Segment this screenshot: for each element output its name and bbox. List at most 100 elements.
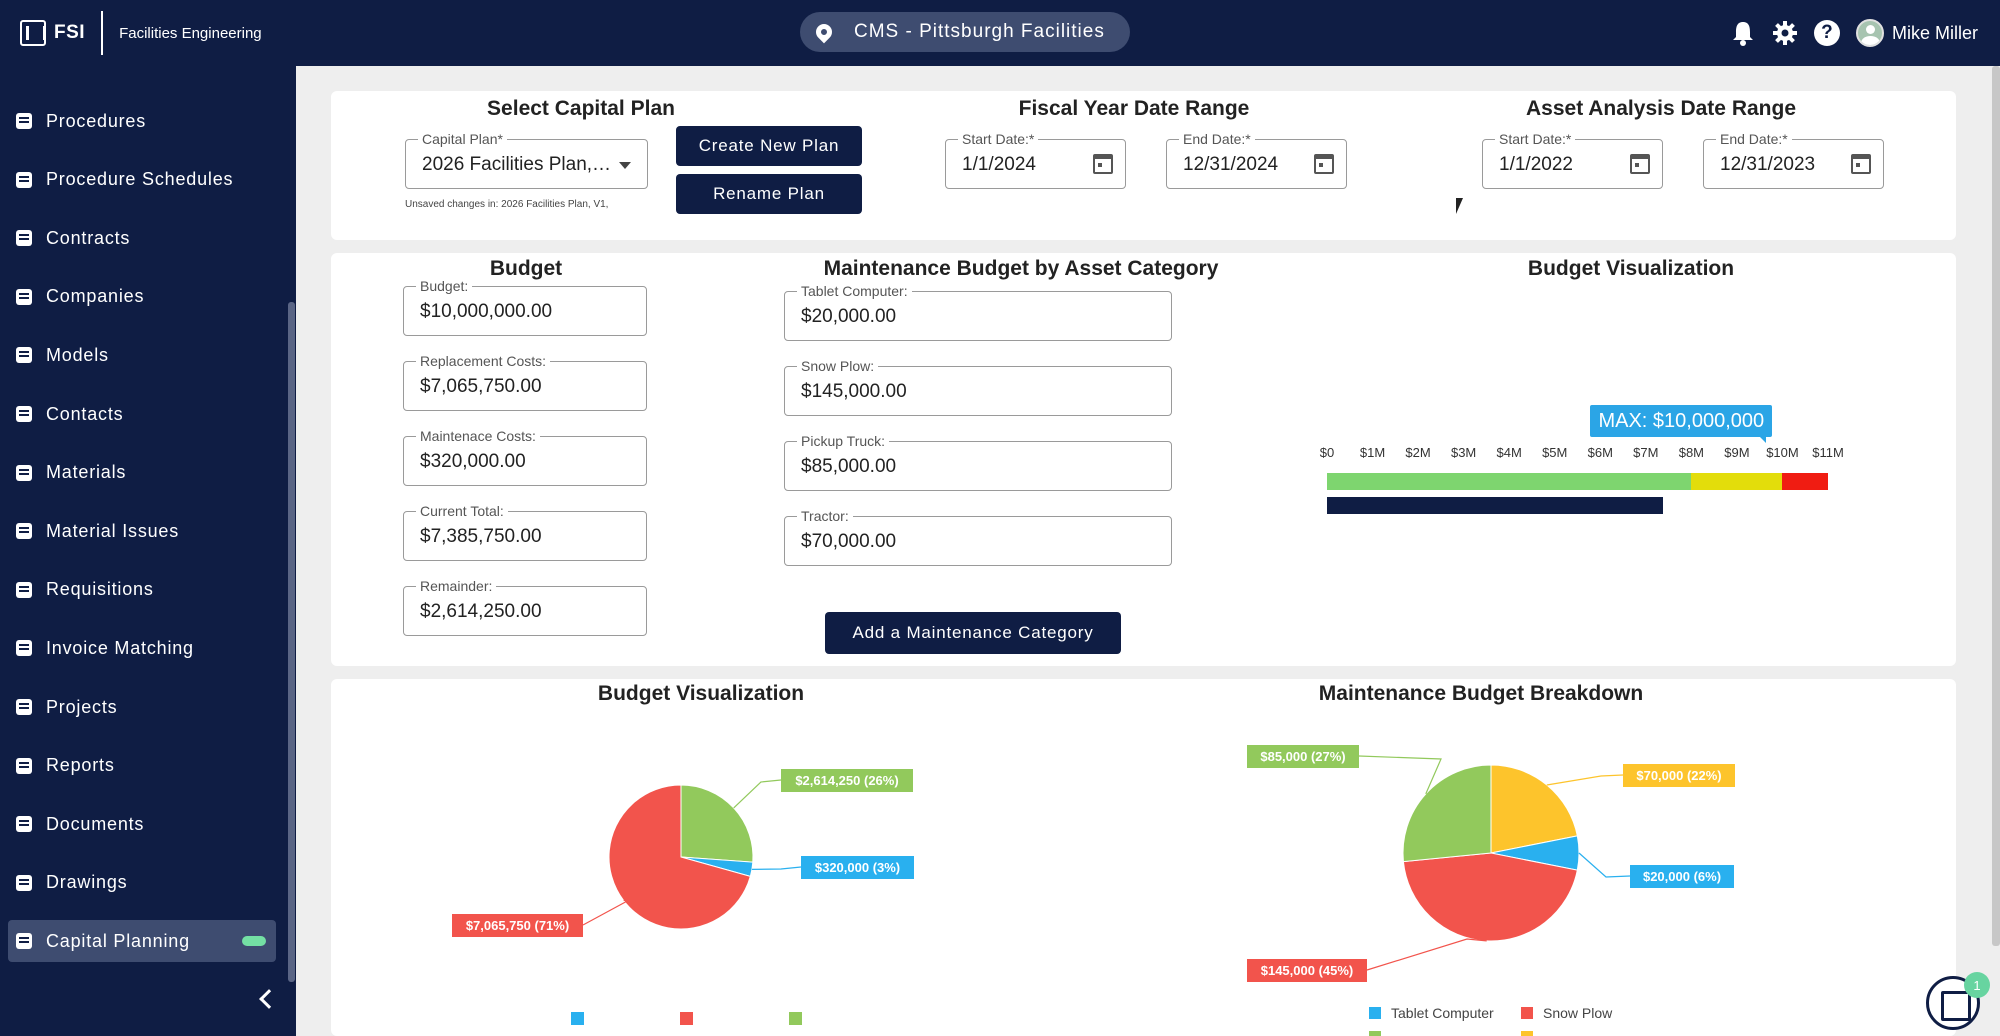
threshold-band [1782,473,1828,490]
contact-icon [16,406,32,422]
sidebar-item-label: Procedures [46,110,147,131]
sidebar: Procedures Procedure Schedules Contracts Co… [0,66,296,1036]
data-label-box [801,856,914,879]
data-label: $70,000 (22%) [1636,768,1721,783]
legend-swatch[interactable] [1521,1007,1533,1019]
asset-end-date-field[interactable]: End Date:* 12/31/2023 [1703,131,1884,189]
leader-line [1358,755,1442,795]
legend-swatch[interactable] [789,1012,802,1025]
capital-planning-icon [16,933,32,950]
budget-maintenace-costs-field[interactable]: Maintenace Costs: $320,000.00 [403,428,647,486]
plan-card: Select Capital Plan Capital Plan* 2026 F… [331,91,1956,240]
data-label: $2,614,250 (26%) [795,773,898,788]
drawings-icon [16,874,32,891]
sidebar-item-contacts[interactable]: Contacts [8,393,276,435]
maint-tablet-computer-field[interactable]: Tablet Computer: $20,000.00 [784,283,1172,341]
sidebar-item-capital-planning[interactable]: Capital Planning [8,920,276,963]
sidebar-item-contracts[interactable]: Contracts [8,217,276,259]
logo-text: FSI [54,22,86,43]
threshold-band [1691,473,1783,490]
legend-label[interactable]: Tablet Computer [1391,1005,1494,1021]
collapse-sidebar-icon[interactable] [259,989,279,1009]
reports-icon [16,757,32,774]
leader-line [733,779,782,809]
x-tick-label: $11M [1812,445,1844,460]
x-tick-label: $9M [1724,445,1750,460]
sidebar-item-drawings[interactable]: Drawings [8,862,276,904]
fsi-logo-icon [20,20,46,46]
budget-viz-title: Budget Visualization [1527,257,1735,280]
legend-swatch[interactable] [1521,1031,1533,1036]
help-icon[interactable]: ? [1813,20,1840,46]
sidebar-item-material-issues[interactable]: Material Issues [8,510,276,552]
fiscal-start-date-field[interactable]: Start Date:* 1/1/2024 [945,131,1126,189]
current-total-bar [1327,497,1664,514]
sidebar-item-reports[interactable]: Reports [8,745,276,787]
sidebar-item-projects[interactable]: Projects [8,686,276,728]
maint-tractor-field[interactable]: Tractor: $70,000.00 [784,508,1172,566]
sidebar-item-label: Requisitions [46,579,154,600]
budget-replacement-costs-field[interactable]: Replacement Costs: $7,065,750.00 [403,353,647,411]
sidebar-item-label: Invoice Matching [46,637,194,658]
app-logo[interactable]: FSI Facilities Engineering [20,11,262,55]
active-indicator [242,936,266,947]
sidebar-item-label: Capital Planning [46,930,190,951]
x-tick-label: $10M [1766,445,1799,460]
legend-swatch[interactable] [1369,1031,1381,1036]
fiscal-end-date-field[interactable]: End Date:* 12/31/2024 [1166,131,1347,189]
sidebar-item-documents[interactable]: Documents [8,803,276,845]
legend-swatch[interactable] [571,1012,584,1025]
top-bar: FSI Facilities Engineering CMS - Pittsbu… [0,0,2000,66]
sidebar-item-invoice-matching[interactable]: Invoice Matching [8,627,276,669]
app-name: Facilities Engineering [119,24,262,42]
sidebar-item-models[interactable]: Models [8,334,276,376]
budget-current-total-field[interactable]: Current Total: $7,385,750.00 [403,503,647,561]
calendar-icon [16,171,32,188]
pie-slice[interactable] [1402,852,1578,942]
sidebar-scrollbar[interactable] [288,302,295,982]
x-tick-label: $3M [1450,445,1477,460]
maint-snow-plow-field[interactable]: Snow Plow: $145,000.00 [784,358,1172,416]
sidebar-item-companies[interactable]: Companies [8,276,276,318]
avatar[interactable] [1855,19,1884,47]
add-maintenance-category-button[interactable]: Add a Maintenance Category [825,612,1121,654]
legend-label[interactable]: Snow Plow [1543,1005,1613,1021]
location-pin-icon [812,20,836,44]
clipboard-icon [16,113,32,129]
calendar-icon[interactable] [1093,154,1113,174]
sidebar-item-procedure-schedules[interactable]: Procedure Schedules [8,159,276,201]
user-name[interactable]: Mike Miller [1891,22,1978,43]
apps-grid-icon[interactable] [1689,21,1714,46]
legend-swatch[interactable] [680,1012,693,1025]
pie-slice[interactable] [680,784,754,863]
gear-icon[interactable] [1772,20,1798,46]
main-scrollbar[interactable] [1992,66,2000,946]
calendar-icon[interactable] [1851,154,1871,174]
data-label-box [452,914,583,937]
calendar-icon[interactable] [1314,154,1334,174]
building-icon [16,288,32,305]
capital-plan-select[interactable]: Capital Plan* 2026 Facilities Plan,… [405,131,648,189]
leader-line [1546,774,1624,786]
mouse-cursor [1456,198,1463,214]
models-icon [16,347,32,364]
bell-icon[interactable] [1730,20,1756,46]
asset-start-date-field[interactable]: Start Date:* 1/1/2022 [1482,131,1663,189]
sidebar-item-label: Reports [46,755,115,776]
calendar-icon[interactable] [1630,154,1650,174]
sidebar-item-requisitions[interactable]: Requisitions [8,569,276,611]
sidebar-item-materials[interactable]: Materials [8,452,276,494]
maint-pickup-truck-field[interactable]: Pickup Truck: $85,000.00 [784,433,1172,491]
budget-budget-field[interactable]: Budget: $10,000,000.00 [403,278,647,336]
sidebar-item-label: Material Issues [46,520,180,541]
pie-slice[interactable] [1402,764,1492,863]
site-label: CMS - Pittsburgh Facilities [854,21,1105,42]
budget-remainder-field[interactable]: Remainder: $2,614,250.00 [403,578,647,636]
legend-swatch[interactable] [1369,1007,1381,1019]
rename-plan-button[interactable]: Rename Plan [676,174,862,214]
fiscal-range-title: Fiscal Year Date Range [1018,97,1250,120]
create-new-plan-button[interactable]: Create New Plan [676,126,862,166]
data-label: $320,000 (3%) [815,860,900,875]
site-selector[interactable]: CMS - Pittsburgh Facilities [800,12,1130,52]
sidebar-item-procedures[interactable]: Procedures [8,100,276,142]
